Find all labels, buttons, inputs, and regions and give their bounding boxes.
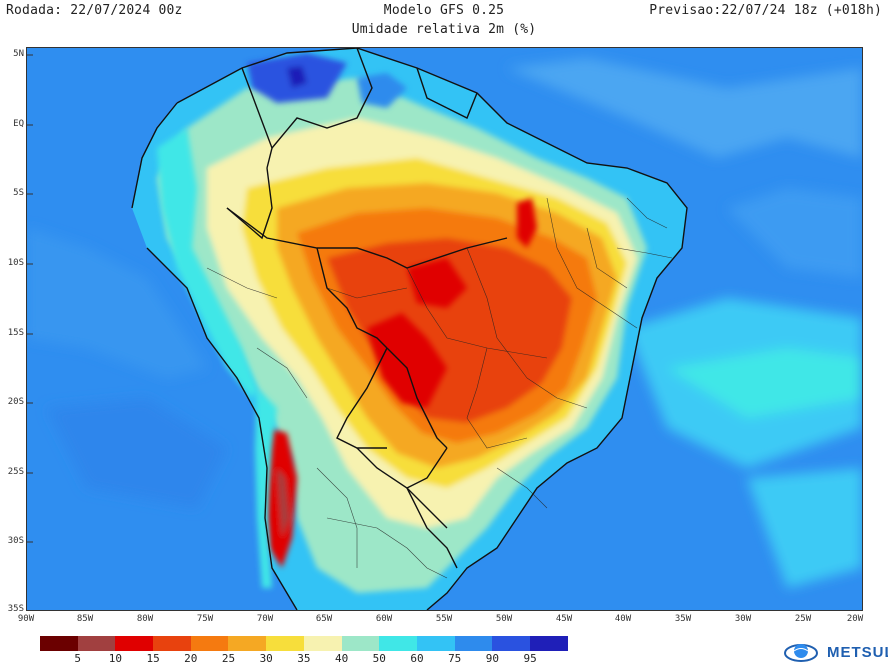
logo-name: METSUL (827, 643, 888, 661)
run-time-label: Rodada: 22/07/2024 00z (6, 3, 183, 18)
lat-label: EQ (13, 119, 24, 129)
colorbar-label: 75 (448, 652, 462, 665)
colorbar-swatch (115, 636, 154, 651)
colorbar-label: 35 (297, 652, 311, 665)
lon-label: 30W (734, 614, 752, 624)
lat-label: 15S (7, 328, 24, 338)
lon-label: 85W (76, 614, 94, 624)
globe-icon (784, 644, 818, 662)
colorbar-swatch (379, 636, 417, 651)
colorbar-swatch (40, 636, 78, 651)
colorbar-swatch (153, 636, 191, 651)
state-borders (206, 197, 673, 579)
lon-label: 60W (375, 614, 393, 624)
lat-label: 20S (7, 397, 24, 407)
colorbar-label: 50 (372, 652, 386, 665)
ocean-humidity-patches (27, 58, 862, 588)
metsul-logo: METSUL (783, 640, 888, 664)
forecast-time-label: Previsao:22/07/24 18z (+018h) (649, 3, 882, 18)
colorbar-label: 60 (410, 652, 424, 665)
lon-label: 25W (794, 614, 812, 624)
colorbar-label: 90 (485, 652, 500, 665)
lat-label: 35S (7, 604, 24, 614)
frame-ticks (27, 54, 33, 543)
lon-label: 70W (256, 614, 274, 624)
colorbar-swatch (341, 636, 380, 651)
country-borders (131, 47, 688, 611)
lat-label: 10S (7, 258, 24, 268)
colorbar-label: 10 (108, 652, 123, 665)
colorbar-label: 15 (146, 652, 160, 665)
colorbar-swatch (266, 636, 304, 651)
colorbar-label: 5 (74, 652, 81, 665)
colorbar-swatch (190, 636, 229, 651)
colorbar-swatch (416, 636, 455, 651)
lat-label: 30S (7, 536, 24, 546)
lon-label: 40W (614, 614, 632, 624)
lon-label: 90W (17, 614, 35, 624)
lon-label: 55W (435, 614, 453, 624)
map-canvas (27, 47, 862, 611)
colorbar-label: 30 (259, 652, 273, 665)
colorbar-label: 40 (334, 652, 349, 665)
lon-label: 35W (674, 614, 692, 624)
lon-label: 65W (315, 614, 333, 624)
colorbar-swatch (492, 636, 530, 651)
lat-label: 5S (13, 188, 24, 198)
colorbar-swatch (454, 636, 493, 651)
very-dry-core (265, 198, 537, 568)
lon-label: 80W (136, 614, 154, 624)
lat-label: 25S (7, 467, 24, 477)
lon-label: 20W (846, 614, 864, 624)
colorbar-label: 95 (523, 652, 537, 665)
model-title: Modelo GFS 0.25 (383, 3, 505, 18)
lon-label: 50W (495, 614, 513, 624)
variable-subtitle: Umidade relativa 2m (%) (351, 22, 537, 37)
colorbar-swatch (228, 636, 267, 651)
colorbar (40, 636, 568, 651)
humidity-map (26, 47, 863, 611)
colorbar-label: 25 (221, 652, 236, 665)
lon-label: 45W (555, 614, 573, 624)
lat-label: 5N (13, 49, 24, 59)
lon-label: 75W (196, 614, 214, 624)
colorbar-swatch (529, 636, 568, 651)
colorbar-swatch (77, 636, 116, 651)
colorbar-label: 20 (184, 652, 198, 665)
colorbar-swatch (303, 636, 342, 651)
